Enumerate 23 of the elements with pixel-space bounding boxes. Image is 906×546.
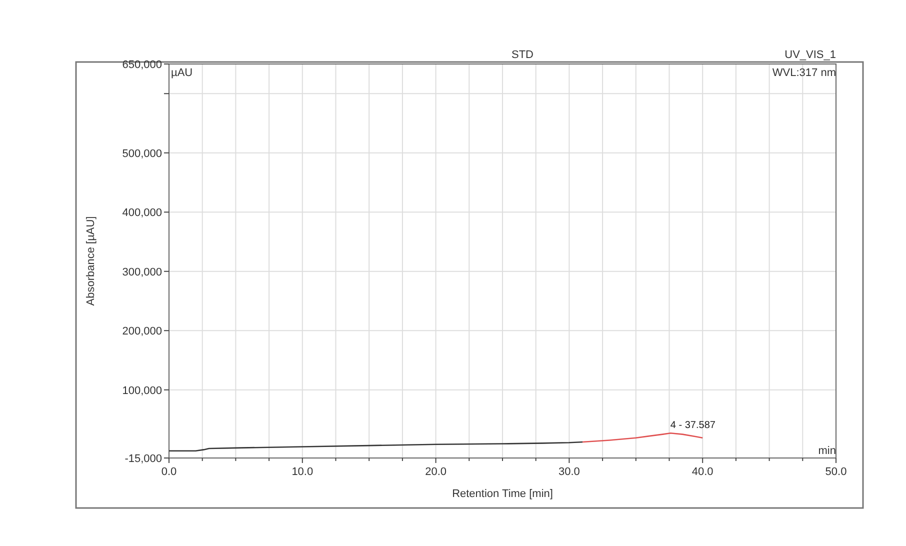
x-tick-label: 0.0: [161, 466, 177, 478]
x-tick-label: 30.0: [558, 466, 580, 478]
line-series: [168, 441, 584, 452]
x-tick-label: 40.0: [692, 466, 714, 478]
annotation: µAU: [171, 67, 193, 79]
x-tick-label: 50.0: [825, 466, 847, 478]
text: UV_VIS_1: [784, 49, 836, 61]
y-tick-label: 100,000: [122, 384, 162, 397]
y-tick-label: 500,000: [122, 148, 162, 160]
y-tick-label: 300,000: [122, 266, 162, 278]
annotation: 4 - 37.587: [670, 420, 716, 432]
annotation: WVL:317 nm: [772, 67, 836, 79]
x-tick-label: 20.0: [425, 466, 447, 478]
line-series: [582, 432, 704, 443]
x-axis-title: Retention Time [min]: [452, 488, 553, 500]
y-tick-label: 200,000: [122, 326, 162, 338]
y-tick-label: 650,000: [122, 59, 162, 71]
y-tick-label: -15,000: [124, 453, 162, 465]
x-tick-label: 10.0: [292, 466, 314, 478]
y-axis-title: Absorbance [µAU]: [85, 216, 97, 306]
annotation: min: [818, 445, 836, 457]
chart-title: STD: [512, 49, 534, 61]
y-tick-label: 400,000: [122, 207, 162, 220]
